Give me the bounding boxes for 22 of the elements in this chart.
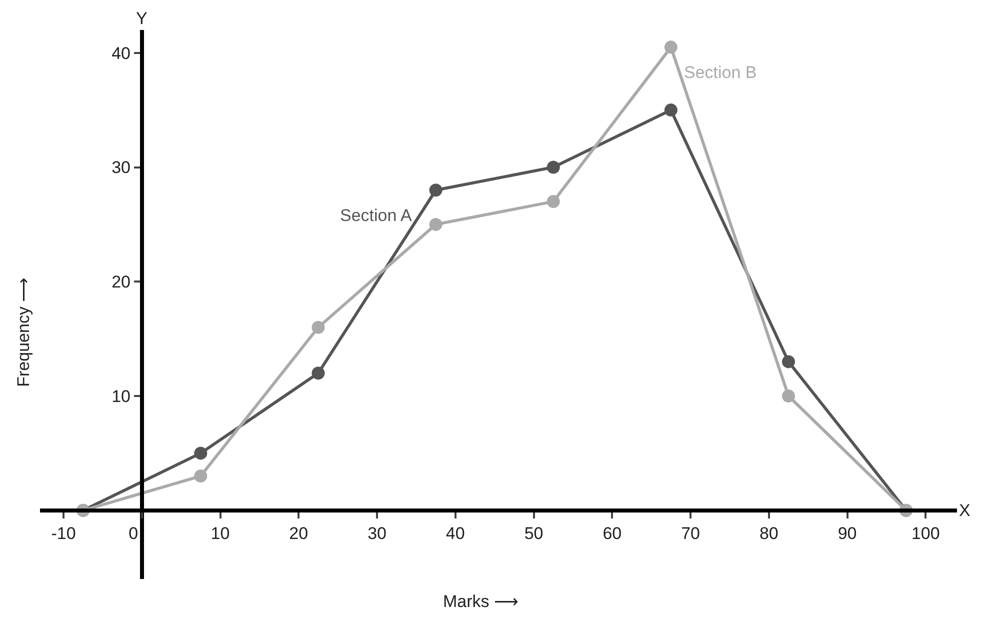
x-tick-label: -10 (51, 524, 76, 543)
series-label: Section B (684, 63, 757, 82)
x-tick-label: 0 (128, 524, 156, 543)
x-tick-label: 70 (681, 524, 700, 543)
x-tick-label: 30 (368, 524, 386, 543)
x-tick-label: 10 (210, 524, 230, 543)
x-tick-label: 80 (759, 524, 778, 543)
x-tick-label: 60 (602, 524, 622, 543)
x-tick-label: 90 (838, 524, 857, 543)
text: X (959, 501, 970, 520)
series-label: Section A (340, 206, 412, 225)
y-axis-title: Frequency ⟶ (14, 278, 33, 387)
y-tick-label: 20 (112, 272, 130, 292)
text: Y (136, 9, 148, 28)
y-tick-label: 30 (112, 158, 130, 178)
x-tick-label: 50 (524, 524, 544, 543)
y-tick-label: 10 (112, 386, 130, 406)
y-tick-label: 40 (112, 44, 130, 63)
x-axis-title: Marks ⟶ (443, 592, 518, 611)
x-tick-label: 100 (911, 524, 940, 543)
x-tick-label: 20 (289, 524, 308, 543)
x-tick-label: 40 (446, 524, 465, 543)
